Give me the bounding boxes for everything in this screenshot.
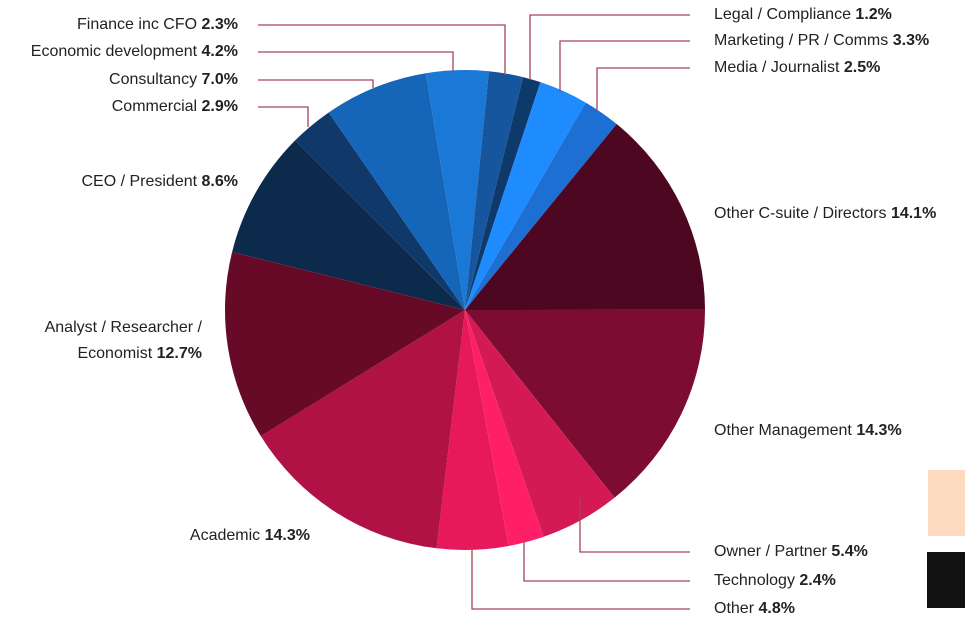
category-name: CEO / President [81,173,198,190]
pie-slice [260,310,465,549]
category-name: Owner / Partner [714,543,827,560]
pie-slice [425,70,489,311]
pie-slice [295,112,465,311]
value-label: 4.8% [758,600,795,617]
value-label: 3.3% [892,32,930,49]
category-name: Commercial [111,98,198,115]
category-name: Analyst / Researcher / Economist [44,319,202,362]
pie-slice [328,73,465,310]
leader-line [579,498,690,553]
category-name: Other Management [714,422,852,439]
slice-label: Other C-suite / Directors 14.1% [714,201,936,227]
pie-slice [465,124,705,310]
value-label: 7.0% [201,71,238,88]
leader-line [258,106,309,127]
value-label: 4.2% [201,43,238,60]
pie-slice [465,82,586,310]
category-name: Marketing / PR / Comms [714,32,889,49]
slice-label: Owner / Partner 5.4% [714,539,868,565]
slice-label: Economic development 4.2% [31,39,238,65]
pie-slice [465,102,617,310]
slice-label: Legal / Compliance 1.2% [714,2,892,28]
category-name: Legal / Compliance [714,6,851,23]
value-label: 8.6% [201,173,238,190]
value-label: 1.2% [855,6,892,23]
pie-slice [225,251,465,437]
slice-label: Consultancy 7.0% [109,67,238,93]
value-label: 2.9% [201,98,238,115]
leader-line [523,542,690,582]
category-name: Media / Journalist [714,59,840,76]
value-label: 5.4% [831,543,868,560]
category-name: Other C-suite / Directors [714,205,887,222]
leader-line [529,14,690,80]
value-label: 12.7% [156,345,202,362]
category-name: Economic development [30,43,198,60]
value-label: 2.3% [201,16,238,33]
category-name: Other [714,600,755,617]
leader-line [258,24,506,75]
logo-mark [927,552,965,608]
slice-label: Academic 14.3% [190,523,310,549]
slice-label: Commercial 2.9% [112,94,238,120]
leader-line [258,79,374,88]
slice-label: Other Management 14.3% [714,418,902,444]
pie-slice [465,77,541,310]
slice-label: Technology 2.4% [714,568,836,594]
leader-line [258,51,454,72]
slice-label: Analyst / Researcher / Economist 12.7% [22,315,202,367]
value-label: 14.1% [890,205,937,222]
slice-label: CEO / President 8.6% [81,169,238,195]
pie-slice [436,310,509,550]
pie-slice [465,310,544,546]
value-label: 14.3% [856,422,902,439]
value-label: 2.5% [843,59,881,76]
slice-label: Media / Journalist 2.5% [714,55,880,81]
slice-label: Marketing / PR / Comms 3.3% [714,28,929,54]
category-name: Academic [189,527,261,544]
value-label: 2.4% [799,572,836,589]
leader-line [596,67,690,112]
slice-label: Other 4.8% [714,596,795,622]
category-name: Technology [714,572,795,589]
pie-slice [465,309,705,498]
leader-line [471,550,690,610]
value-label: 14.3% [264,527,310,544]
pie-slice [465,71,524,310]
category-name: Consultancy [109,71,198,88]
pie-slice [232,140,465,310]
logo-box [928,470,965,536]
slice-label: Finance inc CFO 2.3% [77,12,238,38]
leader-line [559,40,690,92]
pie-slice [465,310,615,537]
category-name: Finance inc CFO [77,16,198,33]
